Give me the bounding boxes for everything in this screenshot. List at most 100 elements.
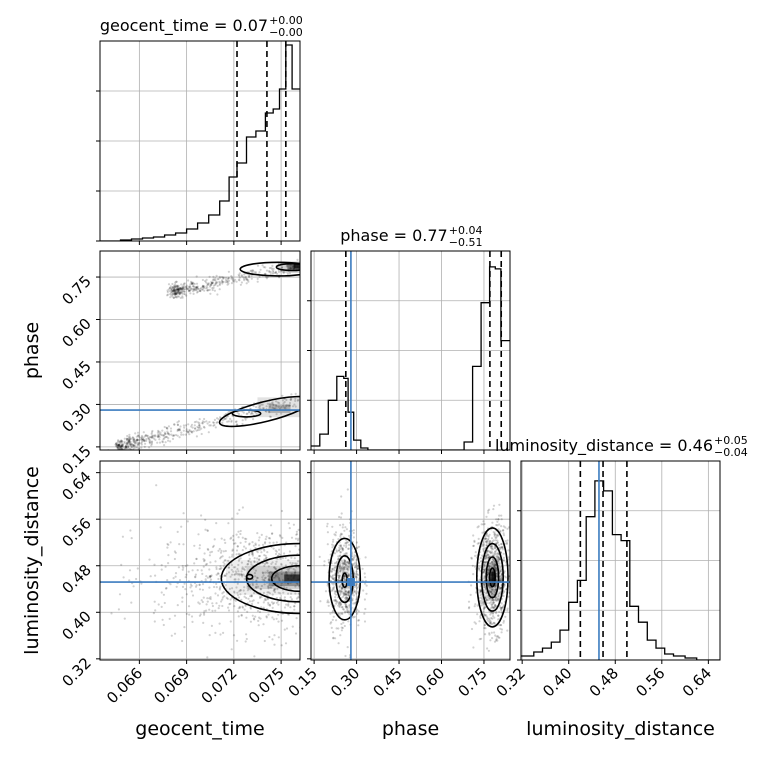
sample-point [137, 434, 140, 437]
sample-point [226, 597, 229, 601]
sample-point [332, 574, 335, 577]
sample-point [315, 546, 317, 548]
sample-point [331, 540, 335, 543]
sample-point [214, 283, 217, 286]
sample-point [192, 285, 195, 288]
sample-point [135, 439, 138, 442]
sample-point [490, 544, 494, 548]
sample-point [180, 291, 183, 294]
sample-point [304, 552, 306, 554]
sample-point [128, 439, 131, 442]
sample-point [340, 532, 343, 535]
sample-point [273, 271, 277, 275]
sample-point [513, 583, 515, 585]
sample-point [177, 288, 180, 291]
sample-point [263, 542, 267, 545]
sample-point [495, 555, 498, 558]
sample-point [251, 541, 254, 544]
sample-point [498, 592, 502, 595]
sample-point [138, 447, 141, 450]
sample-point [269, 586, 272, 589]
sample-point [179, 286, 182, 289]
sample-point [215, 421, 218, 424]
sample-point [218, 547, 221, 551]
sample-point [325, 643, 327, 645]
sample-point [494, 586, 497, 589]
sample-point [494, 597, 497, 600]
sample-point [124, 445, 127, 448]
sample-point [176, 530, 179, 534]
sample-point [143, 439, 146, 442]
sample-point [117, 608, 120, 611]
sample-point [289, 398, 292, 401]
sample-point [333, 599, 336, 602]
sample-point [497, 553, 500, 556]
sample-point [490, 561, 494, 564]
sample-point [277, 591, 280, 594]
sample-point [355, 598, 358, 601]
sample-point [492, 558, 495, 561]
sample-point [492, 622, 495, 625]
sample-point [357, 584, 360, 587]
sample-point [352, 616, 355, 619]
sample-point [355, 564, 358, 567]
sample-point [351, 558, 354, 561]
sample-point [364, 596, 366, 598]
sample-point [356, 573, 360, 577]
sample-point [115, 443, 118, 447]
sample-point [239, 532, 242, 536]
sample-point [253, 560, 256, 563]
sample-point [307, 548, 309, 550]
sample-point [218, 587, 221, 590]
sample-point [203, 613, 206, 616]
sample-point [500, 608, 503, 612]
sample-point [273, 407, 276, 410]
sample-point [356, 566, 359, 569]
sample-point [446, 604, 448, 606]
sample-point [276, 401, 279, 404]
sample-point [191, 288, 194, 291]
sample-point [237, 552, 240, 555]
sample-point [357, 586, 360, 589]
sample-point [301, 561, 303, 563]
sample-point [179, 291, 182, 294]
sample-point [244, 640, 247, 643]
sample-point [259, 588, 262, 591]
sample-point [251, 271, 254, 274]
sample-point [204, 528, 207, 531]
sample-point [344, 562, 347, 565]
sample-point [148, 437, 151, 440]
sample-point [147, 438, 150, 441]
sample-point [140, 582, 143, 585]
panel-frame [99, 250, 301, 451]
sample-point [174, 286, 177, 289]
sample-point [343, 588, 346, 591]
sample-point [247, 559, 250, 563]
sample-point [243, 595, 246, 598]
sample-point [130, 601, 133, 604]
sample-point [492, 598, 495, 601]
density-cell [284, 574, 300, 583]
sample-point [150, 440, 154, 443]
sample-point [203, 552, 206, 555]
sample-point [257, 624, 260, 627]
sample-point [273, 588, 276, 591]
sample-point [265, 616, 268, 619]
sample-point [176, 285, 179, 288]
sample-point [489, 639, 492, 642]
sample-point [264, 538, 267, 541]
sample-point [301, 403, 303, 405]
sample-point [191, 431, 194, 434]
sample-point [355, 592, 358, 595]
sample-point [346, 605, 349, 608]
sample-point [286, 574, 289, 577]
sample-point [213, 585, 216, 589]
sample-point [487, 535, 490, 538]
x-tick-label-luminosity_distance: 0.64 [679, 664, 715, 700]
sample-point [314, 558, 316, 560]
contour-line [275, 262, 300, 272]
sample-point [510, 594, 512, 596]
sample-point [505, 542, 508, 546]
sample-point [199, 289, 202, 293]
sample-point [269, 579, 272, 582]
